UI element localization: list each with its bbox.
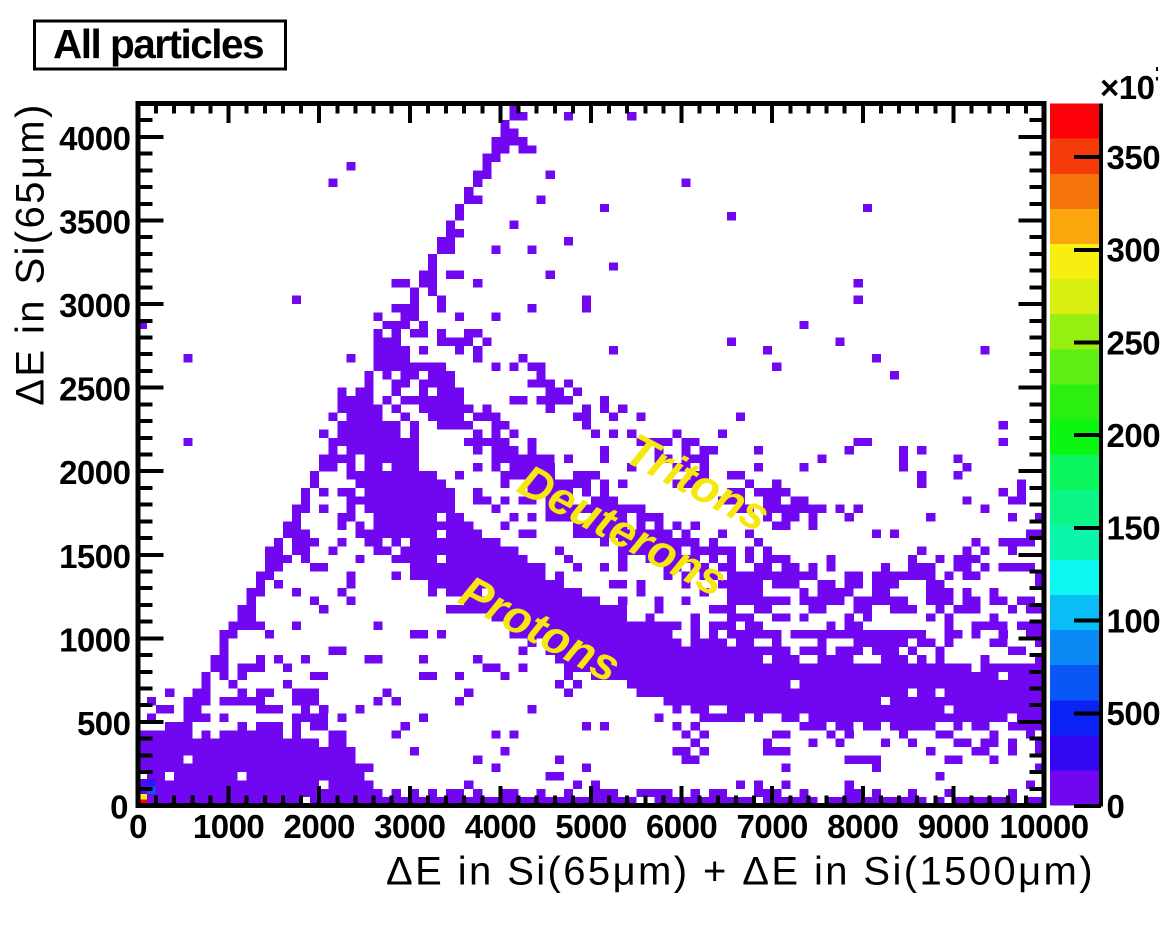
- svg-text:1500: 1500: [59, 538, 130, 575]
- svg-text:150: 150: [1107, 510, 1161, 547]
- svg-text:3000: 3000: [374, 808, 445, 845]
- svg-text:250: 250: [1107, 324, 1161, 361]
- svg-text:1000: 1000: [193, 808, 264, 845]
- svg-text:8000: 8000: [827, 808, 898, 845]
- svg-text:3500: 3500: [59, 204, 130, 241]
- svg-text:ΔE in Si(65μm): ΔE in Si(65μm): [9, 102, 53, 405]
- svg-text:500: 500: [77, 705, 131, 742]
- svg-text:5000: 5000: [555, 808, 626, 845]
- svg-text:2000: 2000: [59, 454, 130, 491]
- svg-text:9000: 9000: [918, 808, 989, 845]
- svg-text:1000: 1000: [59, 621, 130, 658]
- svg-text:200: 200: [1107, 417, 1161, 454]
- svg-text:6000: 6000: [646, 808, 717, 845]
- svg-text:300: 300: [1107, 232, 1161, 269]
- svg-text:×10: ×10: [1100, 69, 1154, 106]
- svg-text:100: 100: [1107, 602, 1161, 639]
- svg-text:2500: 2500: [59, 371, 130, 408]
- svg-text:4000: 4000: [465, 808, 536, 845]
- svg-text:2000: 2000: [283, 808, 354, 845]
- svg-text:All particles: All particles: [53, 21, 263, 67]
- svg-text:0: 0: [129, 808, 147, 845]
- svg-text:0: 0: [110, 789, 128, 826]
- svg-text:0: 0: [1107, 788, 1125, 825]
- svg-text:ΔE in Si(65μm) + ΔE in Si(1500: ΔE in Si(65μm) + ΔE in Si(1500μm): [386, 850, 1095, 894]
- svg-text:500: 500: [1107, 695, 1161, 732]
- svg-text:4000: 4000: [59, 120, 130, 157]
- svg-text:10000: 10000: [999, 808, 1088, 845]
- svg-text:3000: 3000: [59, 287, 130, 324]
- svg-text:7000: 7000: [736, 808, 807, 845]
- svg-text:350: 350: [1107, 139, 1161, 176]
